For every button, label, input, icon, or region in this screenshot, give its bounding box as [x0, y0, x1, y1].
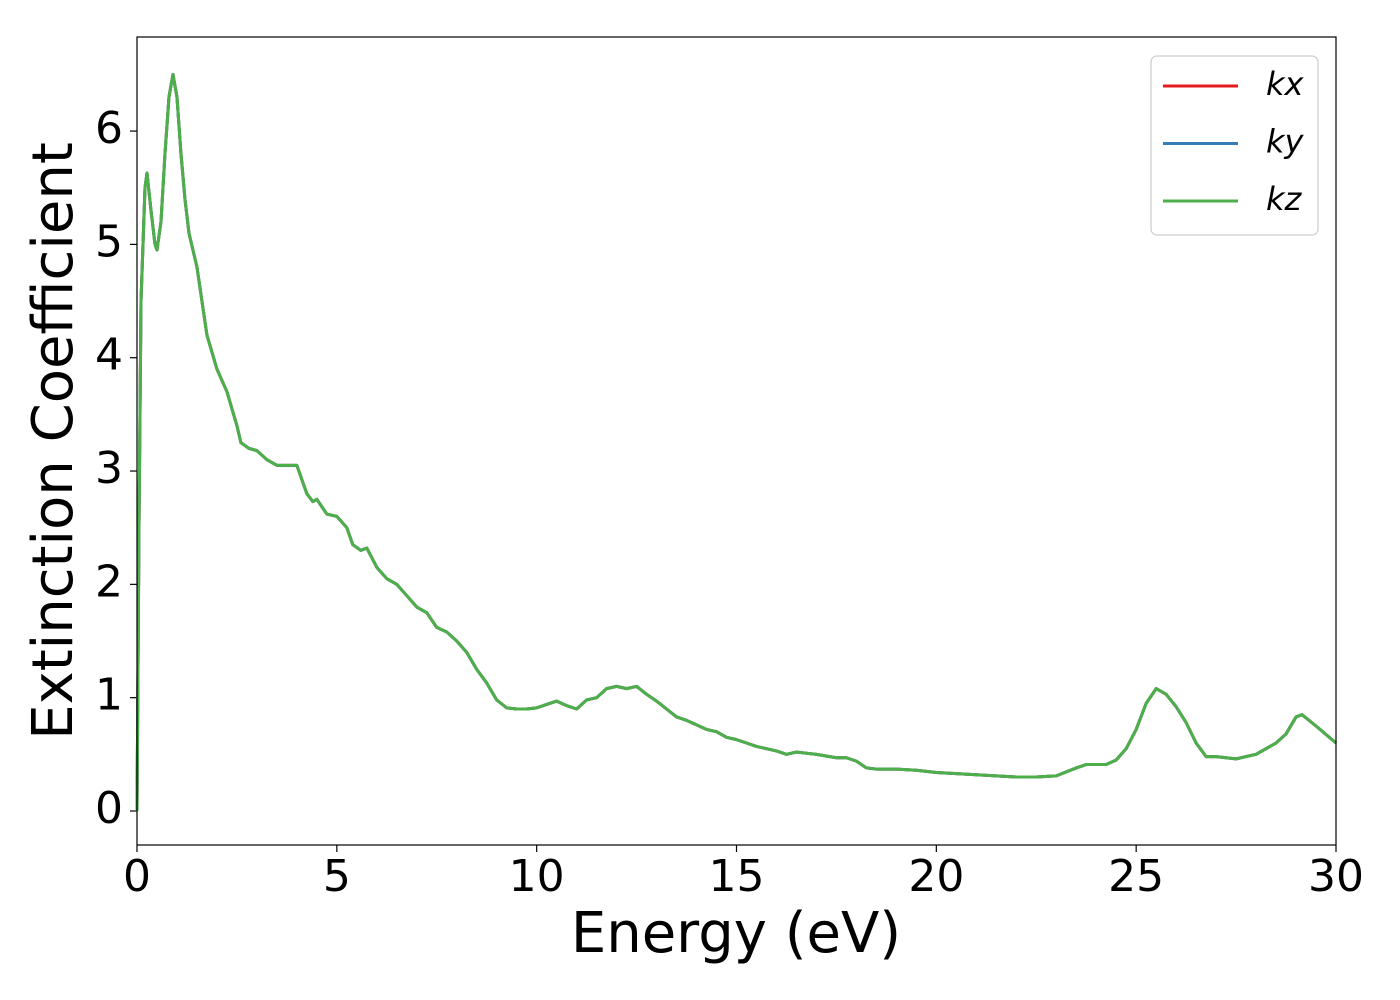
x-tick-label: 30 [1308, 851, 1364, 902]
data-line [135, 72, 1337, 812]
x-tick-label: 0 [123, 851, 151, 902]
y-tick-label: 6 [95, 103, 123, 154]
x-tick-label: 10 [509, 851, 565, 902]
y-tick-label: 3 [95, 443, 123, 494]
y-tick-label: 1 [95, 670, 123, 721]
x-axis-label: Energy (eV) [571, 901, 901, 966]
legend-label: kx [1266, 65, 1305, 103]
y-tick-label: 0 [95, 783, 123, 834]
legend-label: ky [1266, 123, 1305, 161]
x-tick-label: 25 [1108, 851, 1164, 902]
y-tick-label: 5 [95, 216, 123, 267]
x-tick-label: 15 [709, 851, 765, 902]
x-tick-label: 5 [323, 851, 351, 902]
y-axis-label: Extinction Coefficient [21, 142, 86, 740]
legend-box [1150, 55, 1319, 236]
y-tick-label: 2 [95, 556, 123, 607]
y-tick-label: 4 [95, 330, 123, 381]
legend-label: kz [1266, 180, 1303, 218]
plot-frame [136, 36, 1337, 846]
x-tick-label: 20 [908, 851, 964, 902]
